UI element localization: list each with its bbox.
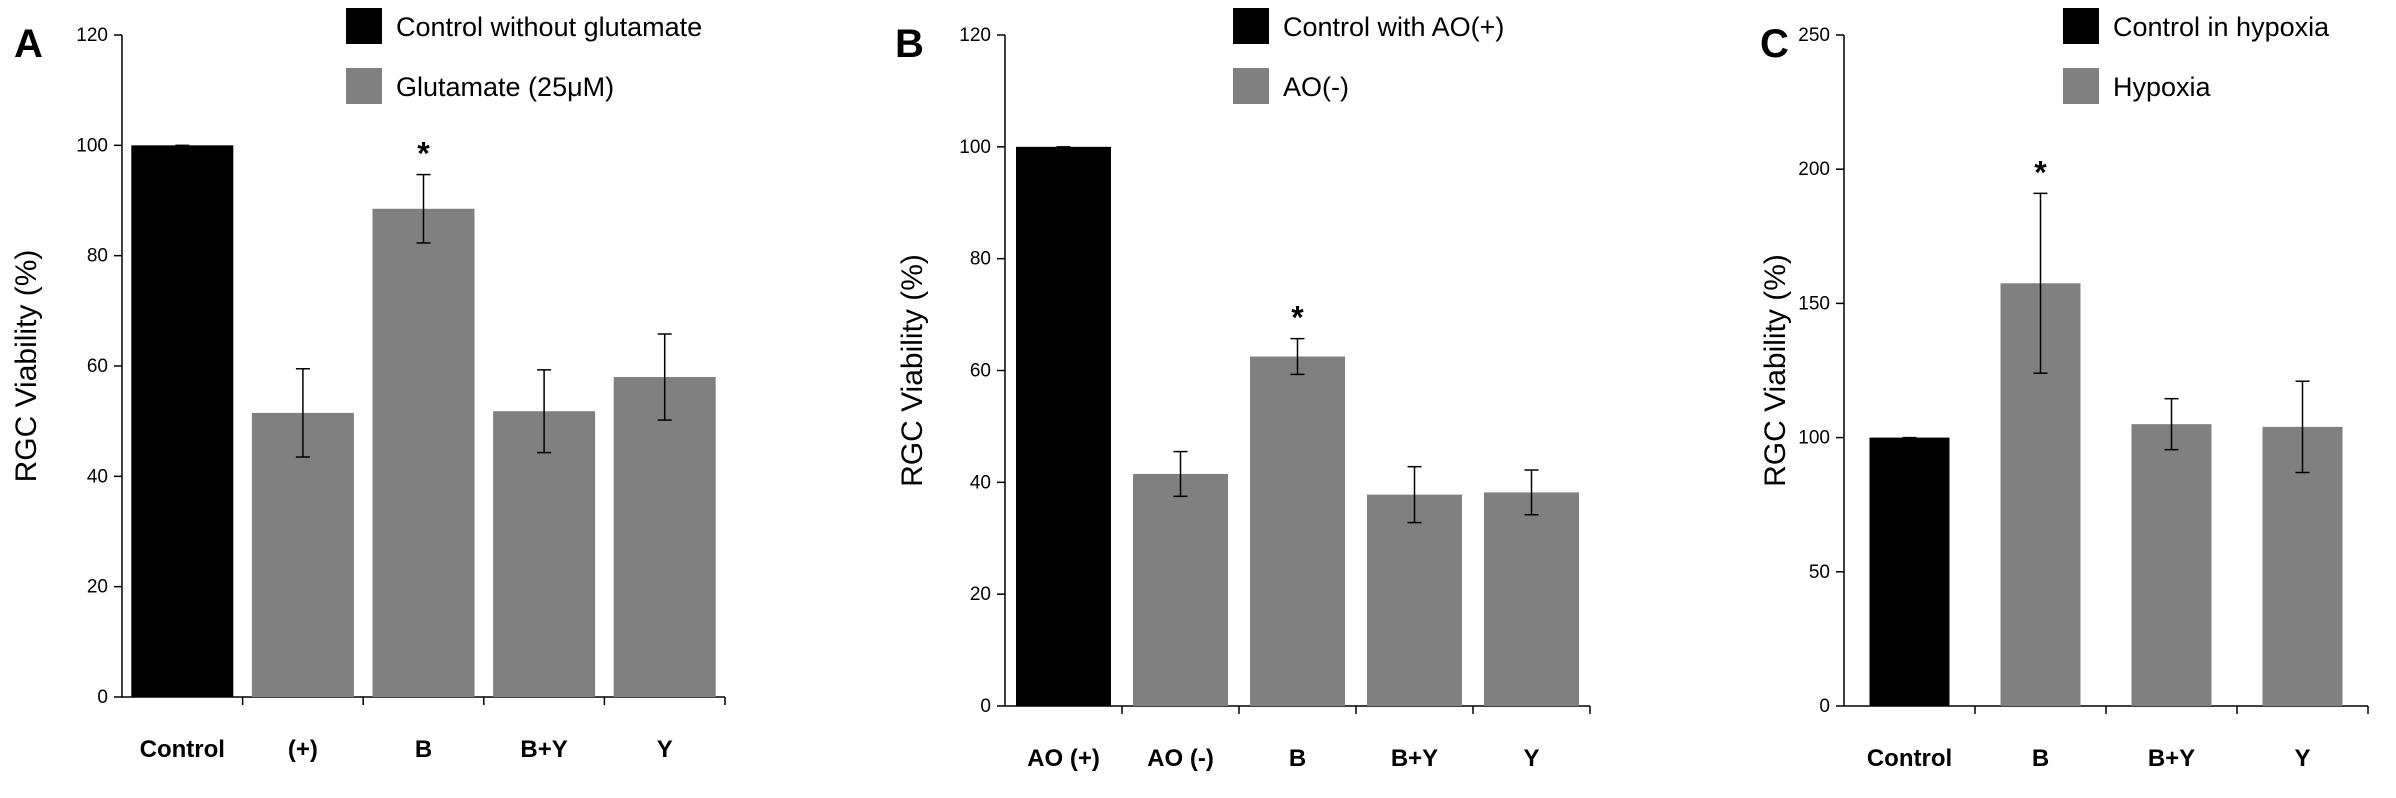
y-axis-label: RGC Viability (%) (10, 250, 43, 483)
y-tick-label: 250 (1798, 25, 1830, 46)
y-tick-label: 40 (970, 472, 991, 493)
legend-swatch (1233, 8, 1269, 44)
bar (2131, 424, 2212, 706)
bar (372, 208, 475, 697)
y-tick-label: 150 (1798, 293, 1830, 314)
x-tick-label: B+Y (2148, 745, 2195, 772)
x-tick-label: B+Y (520, 736, 567, 763)
x-tick-label: AO (+) (1027, 745, 1100, 772)
y-tick-label: 60 (87, 356, 108, 377)
bar (1484, 492, 1579, 706)
x-tick-label: B+Y (1391, 745, 1438, 772)
y-tick-label: 20 (970, 584, 991, 605)
y-tick-label: 0 (980, 696, 991, 717)
significance-marker: * (2034, 154, 2047, 190)
y-tick-label: 120 (76, 25, 108, 46)
legend-label: Control without glutamate (396, 12, 702, 42)
legend-swatch (346, 68, 382, 104)
significance-marker: * (417, 136, 430, 172)
x-tick-label: Control (140, 736, 225, 763)
panel-c: C RGC Viability (%) 0 50 100 150 200 250 Control… (1759, 8, 2369, 772)
bar (1016, 146, 1111, 707)
panel-b: B RGC Viability (%) 0 20 40 60 80 100 120 AO (+) A… (895, 8, 1591, 772)
y-tick-label: 120 (959, 25, 991, 46)
bar (1869, 437, 1950, 706)
y-tick-label: 40 (87, 466, 108, 487)
bar (1367, 494, 1462, 706)
x-tick-label: AO (-) (1147, 745, 1214, 772)
bar (251, 412, 354, 697)
y-tick-label: 200 (1798, 159, 1830, 180)
legend-label: Control with AO(+) (1283, 12, 1504, 42)
x-tick-label: B (1289, 745, 1306, 772)
y-tick-label: 60 (970, 361, 991, 382)
legend-label: Hypoxia (2113, 72, 2212, 102)
panel-letter: A (14, 22, 43, 66)
bar (493, 411, 596, 697)
legend-label: Control in hypoxia (2113, 12, 2330, 42)
x-tick-label: Y (2294, 745, 2310, 772)
y-tick-label: 100 (76, 135, 108, 156)
legend-swatch (2063, 8, 2099, 44)
panel-letter: B (895, 22, 924, 66)
legend-swatch (1233, 68, 1269, 104)
y-tick-label: 100 (959, 137, 991, 158)
panel-letter: C (1760, 22, 1789, 66)
significance-marker: * (1291, 300, 1304, 336)
y-tick-label: 50 (1809, 562, 1830, 583)
y-tick-label: 100 (1798, 428, 1830, 449)
x-tick-label: Y (1523, 745, 1539, 772)
bar (613, 377, 716, 697)
x-tick-label: Control (1867, 745, 1952, 772)
bar (2262, 426, 2343, 706)
legend-swatch (346, 8, 382, 44)
y-tick-label: 20 (87, 577, 108, 598)
y-axis-label: RGC Viability (%) (1759, 254, 1792, 487)
bar (1250, 356, 1345, 706)
y-tick-label: 80 (970, 249, 991, 270)
bar (1133, 473, 1228, 706)
x-tick-label: Y (657, 736, 673, 763)
y-axis-label: RGC Viability (%) (896, 254, 929, 487)
legend-swatch (2063, 68, 2099, 104)
bar (131, 145, 234, 698)
legend-label: Glutamate (25μM) (396, 72, 614, 102)
x-tick-label: (+) (288, 736, 318, 763)
x-tick-label: B (415, 736, 432, 763)
panel-a: A RGC Viability (%) 0 20 40 60 80 100 120 Control… (10, 8, 726, 763)
y-tick-label: 0 (97, 687, 108, 708)
y-tick-label: 0 (1819, 696, 1830, 717)
legend-label: AO(-) (1283, 72, 1349, 102)
y-tick-label: 80 (87, 246, 108, 267)
x-tick-label: B (2032, 745, 2049, 772)
